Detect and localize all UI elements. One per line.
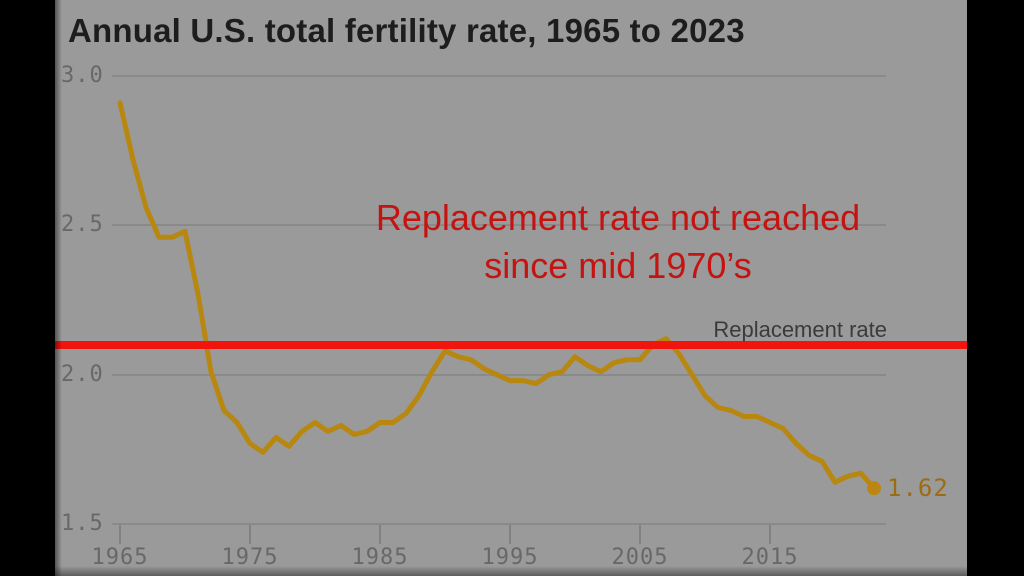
xtick-mark-1975 xyxy=(249,525,251,544)
xtick-mark-2015 xyxy=(769,525,771,544)
xtick-mark-1985 xyxy=(379,525,381,544)
chart-title: Annual U.S. total fertility rate, 1965 t… xyxy=(68,12,745,49)
gridline-y-3.0 xyxy=(112,75,886,77)
xtick-label-1995: 1995 xyxy=(481,545,539,570)
annotation-text: Replacement rate not reached since mid 1… xyxy=(288,194,948,290)
fertility-line-series xyxy=(117,100,877,491)
ytick-label-2.5: 2.5 xyxy=(61,212,104,238)
gridline-y-2.5 xyxy=(112,224,886,227)
endpoint-dot xyxy=(867,481,881,496)
ytick-label-3.0: 3.0 xyxy=(61,63,104,88)
annotation-line-2: since mid 1970’s xyxy=(484,245,752,286)
annotation-line-1: Replacement rate not reached xyxy=(375,197,861,238)
gridline-y-1.5 xyxy=(112,523,886,525)
xtick-label-2005: 2005 xyxy=(611,545,669,570)
replacement-rate-label: Replacement rate xyxy=(713,317,887,342)
ytick-label-2.0: 2.0 xyxy=(61,361,104,387)
letterbox-left xyxy=(0,0,55,576)
xtick-mark-2005 xyxy=(639,525,641,544)
xtick-label-2015: 2015 xyxy=(741,545,799,570)
endpoint-value-label: 1.62 xyxy=(887,474,949,503)
xtick-label-1985: 1985 xyxy=(351,545,409,570)
xtick-label-1975: 1975 xyxy=(221,545,279,570)
ytick-label-1.5: 1.5 xyxy=(61,511,104,536)
replacement-rate-line xyxy=(55,340,967,349)
xtick-mark-1995 xyxy=(509,525,511,544)
xtick-label-1965: 1965 xyxy=(91,545,149,570)
xtick-mark-1965 xyxy=(119,525,121,544)
letterbox-right xyxy=(967,0,1024,576)
